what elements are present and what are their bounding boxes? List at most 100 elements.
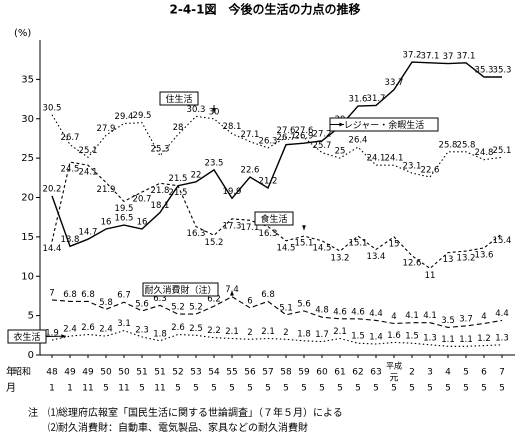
value-label: 37.2 xyxy=(403,51,422,61)
y-tick-label: 30 xyxy=(21,114,34,125)
value-label: 35.3 xyxy=(475,66,494,76)
value-label: 1.8 xyxy=(297,329,311,339)
value-label: 18.1 xyxy=(151,201,170,211)
value-label: 2.4 xyxy=(99,325,113,335)
value-label: 21.2 xyxy=(259,177,278,187)
value-label: 2 xyxy=(283,328,288,338)
value-label: 4.4 xyxy=(369,309,383,319)
value-label: 16.3 xyxy=(187,229,206,239)
value-label: 1.3 xyxy=(423,333,437,343)
x-tick-label: 61 xyxy=(334,368,345,378)
value-label: 17.3 xyxy=(223,221,242,231)
value-label: 13.2 xyxy=(457,254,476,264)
value-label: 17.1 xyxy=(241,223,260,233)
x-tick-label: 55 xyxy=(226,368,237,378)
series-line xyxy=(51,330,503,347)
value-label: 2.1 xyxy=(225,327,239,337)
x-tick-label: 57 xyxy=(262,368,273,378)
value-label: 21.5 xyxy=(169,174,188,184)
value-label: 2.6 xyxy=(171,323,185,333)
value-label: 37 xyxy=(443,52,454,62)
value-label: 21.8 xyxy=(151,186,170,196)
x-tick-label: 49 xyxy=(64,368,76,378)
month-tick-label: 5 xyxy=(229,384,235,394)
value-label: 13.4 xyxy=(367,252,386,262)
value-label: 19.5 xyxy=(115,204,134,214)
year-label: 年 xyxy=(6,365,16,378)
value-label: 3.7 xyxy=(459,314,473,324)
value-label: 15.2 xyxy=(205,238,224,248)
value-label: 1.5 xyxy=(405,332,419,342)
value-label: 13.8 xyxy=(61,235,80,245)
value-label: 28 xyxy=(173,123,184,133)
x-tick-label: 5 xyxy=(463,368,469,378)
month-tick-label: 5 xyxy=(355,384,361,394)
value-label: 7 xyxy=(49,288,54,298)
value-label: 13.6 xyxy=(475,250,494,260)
note: 注 ⑴総理府広報室「国民生活に関する世論調査」（７年５月）による xyxy=(28,406,343,419)
value-label: 6.3 xyxy=(153,294,167,304)
value-label: 13.2 xyxy=(331,254,350,264)
value-label: 30.5 xyxy=(43,103,62,113)
y-unit: (%) xyxy=(14,28,31,39)
value-label: 25.7 xyxy=(313,141,332,151)
x-tick-label: 54 xyxy=(208,368,220,378)
value-label: 14.7 xyxy=(79,228,98,238)
value-label: 21.5 xyxy=(169,188,188,198)
legend-label: 耐久消費財（注） xyxy=(144,284,216,296)
value-label: 16.5 xyxy=(115,214,134,224)
x-tick-label: 4 xyxy=(445,368,451,378)
value-label: 1.5 xyxy=(351,332,365,342)
month-tick-label: 5 xyxy=(427,384,433,394)
value-label: 31.7 xyxy=(367,94,386,104)
value-label: 1.1 xyxy=(441,335,455,345)
value-label: 5.6 xyxy=(135,299,149,309)
month-tick-label: 5 xyxy=(193,384,199,394)
x-tick-label: 50 xyxy=(118,368,130,378)
x-tick-label: 51 xyxy=(136,368,147,378)
value-label: 4.6 xyxy=(333,307,347,317)
series-line xyxy=(51,61,502,248)
value-label: 24.1 xyxy=(367,154,386,164)
value-label: 4.6 xyxy=(351,307,365,317)
month-tick-label: 5 xyxy=(301,384,307,394)
value-label: 2.3 xyxy=(135,325,149,335)
value-label: 15.1 xyxy=(295,239,314,249)
value-label: 5.2 xyxy=(171,303,185,313)
value-label: 14.5 xyxy=(313,243,332,253)
legend-box xyxy=(254,211,294,226)
y-tick-label: 35 xyxy=(21,74,34,85)
month-tick-label: 5 xyxy=(139,384,145,394)
month-tick-label: 5 xyxy=(211,384,217,394)
value-label: 1.8 xyxy=(153,329,167,339)
month-tick-label: 11 xyxy=(118,384,129,394)
value-label: 22.6 xyxy=(421,166,440,176)
value-label: 6.7 xyxy=(117,291,131,301)
value-label: 3.1 xyxy=(117,319,131,329)
value-label: 2.6 xyxy=(81,323,95,333)
month-tick-label: 5 xyxy=(463,384,469,394)
month-tick-label: 5 xyxy=(499,384,505,394)
value-label: 5.8 xyxy=(99,298,113,308)
value-label: 21.9 xyxy=(97,185,116,195)
value-label: 27.6 xyxy=(295,126,314,136)
value-label: 25.8 xyxy=(439,140,458,150)
value-label: 29.4 xyxy=(115,112,134,122)
x-tick-label: 53 xyxy=(190,368,201,378)
value-label: 3.5 xyxy=(441,316,455,326)
value-label: 6.2 xyxy=(207,295,221,305)
value-label: 4.1 xyxy=(405,311,419,321)
legend-label: レジャー・余暇生活 xyxy=(344,119,425,131)
value-label: 19.9 xyxy=(223,187,242,197)
value-label: 4.1 xyxy=(423,311,437,321)
value-label: 6.8 xyxy=(261,290,275,300)
value-label: 23.5 xyxy=(205,158,224,168)
month-tick-label: 5 xyxy=(283,384,289,394)
value-label: 4.8 xyxy=(315,306,329,316)
value-label: 23.1 xyxy=(403,162,422,172)
value-label: 33.7 xyxy=(385,78,404,88)
x-tick-label: 62 xyxy=(352,368,363,378)
value-label: 24.5 xyxy=(61,165,80,175)
value-label: 16 xyxy=(137,218,148,228)
value-label: 31.6 xyxy=(349,95,368,105)
